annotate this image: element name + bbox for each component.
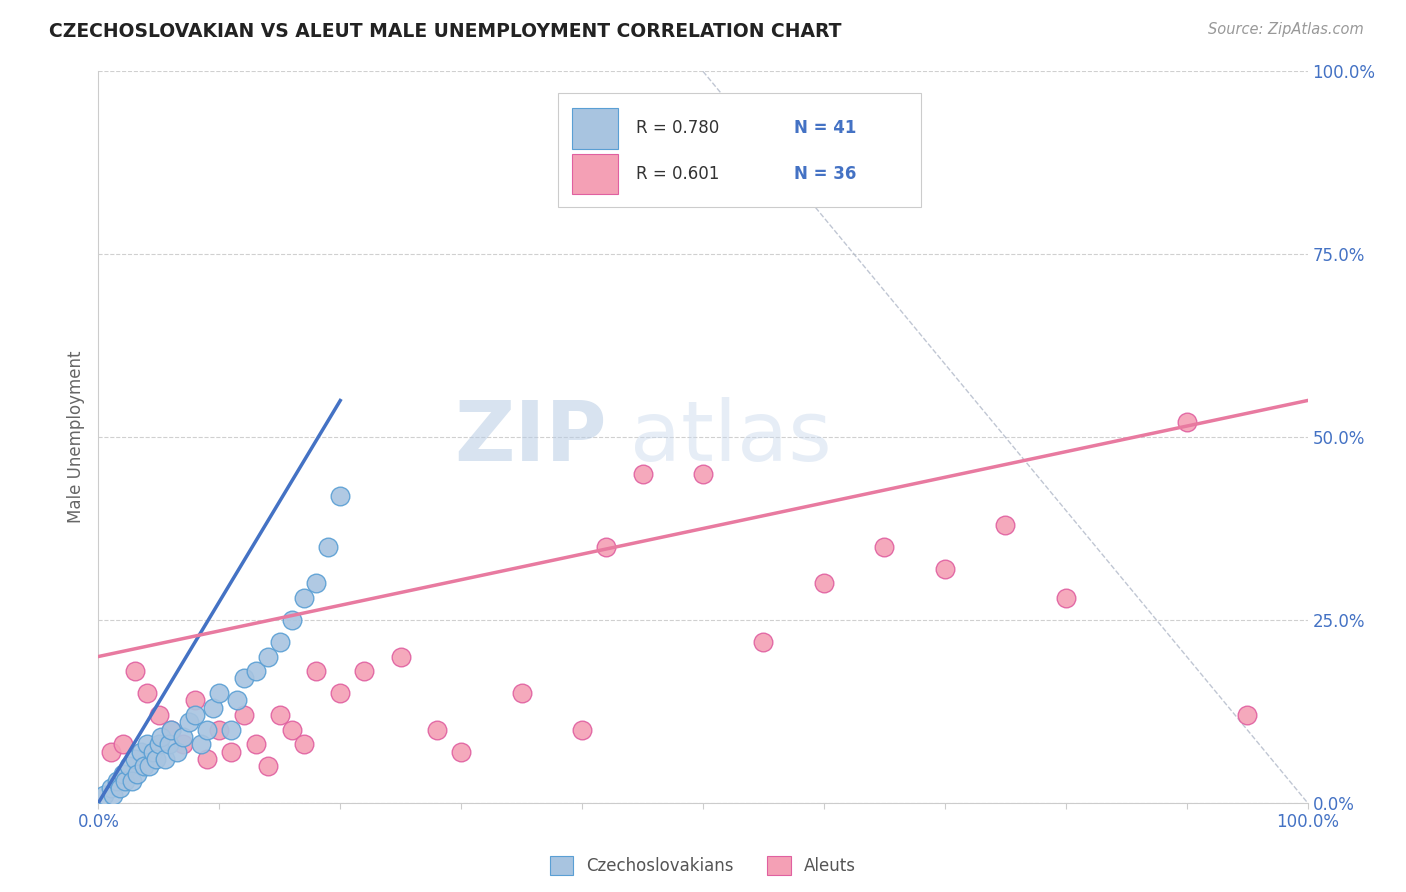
Point: [1175, 416, 1198, 430]
Text: R = 0.601: R = 0.601: [637, 165, 720, 183]
Point: [353, 664, 375, 678]
Point: [226, 693, 249, 707]
Point: [873, 540, 896, 554]
Point: [232, 708, 254, 723]
Point: [232, 672, 254, 686]
Point: [813, 576, 835, 591]
Point: [105, 773, 128, 788]
Point: [138, 759, 160, 773]
Point: [190, 737, 212, 751]
Point: [172, 730, 194, 744]
Point: [195, 723, 218, 737]
Point: [148, 737, 170, 751]
FancyBboxPatch shape: [572, 108, 619, 149]
Point: [121, 773, 143, 788]
Text: Source: ZipAtlas.com: Source: ZipAtlas.com: [1208, 22, 1364, 37]
Point: [150, 730, 173, 744]
Point: [1236, 708, 1258, 723]
Point: [108, 781, 131, 796]
Point: [208, 686, 231, 700]
Point: [127, 766, 149, 780]
Point: [153, 752, 176, 766]
Point: [184, 708, 207, 723]
Point: [281, 723, 304, 737]
Point: [160, 723, 183, 737]
Text: atlas: atlas: [630, 397, 832, 477]
Text: R = 0.780: R = 0.780: [637, 120, 720, 137]
Point: [571, 723, 593, 737]
FancyBboxPatch shape: [558, 94, 921, 207]
Point: [134, 759, 156, 773]
Point: [292, 591, 315, 605]
Point: [934, 562, 956, 576]
Point: [245, 737, 267, 751]
Point: [124, 752, 146, 766]
Point: [135, 737, 157, 751]
Point: [166, 745, 188, 759]
Point: [184, 693, 207, 707]
Point: [145, 752, 167, 766]
Point: [208, 723, 231, 737]
Point: [389, 649, 412, 664]
Point: [142, 745, 165, 759]
Point: [510, 686, 533, 700]
Point: [994, 517, 1017, 532]
Point: [752, 635, 775, 649]
Point: [305, 664, 328, 678]
Text: N = 41: N = 41: [793, 120, 856, 137]
Point: [114, 773, 136, 788]
Point: [329, 489, 352, 503]
Point: [256, 649, 278, 664]
Point: [631, 467, 654, 481]
Legend: Czechoslovakians, Aleuts: Czechoslovakians, Aleuts: [550, 855, 856, 875]
Point: [1054, 591, 1077, 605]
Text: ZIP: ZIP: [454, 397, 606, 477]
Point: [245, 664, 267, 678]
Point: [179, 715, 201, 730]
Point: [316, 540, 339, 554]
Point: [329, 686, 352, 700]
Point: [172, 737, 194, 751]
Point: [111, 737, 134, 751]
Y-axis label: Male Unemployment: Male Unemployment: [67, 351, 86, 524]
Point: [100, 745, 122, 759]
Point: [269, 635, 291, 649]
Point: [269, 708, 291, 723]
Point: [160, 723, 183, 737]
Point: [100, 781, 122, 796]
Point: [118, 759, 141, 773]
Point: [450, 745, 472, 759]
Point: [202, 700, 225, 714]
Point: [426, 723, 449, 737]
Point: [124, 664, 146, 678]
Point: [305, 576, 328, 591]
Point: [292, 737, 315, 751]
Text: CZECHOSLOVAKIAN VS ALEUT MALE UNEMPLOYMENT CORRELATION CHART: CZECHOSLOVAKIAN VS ALEUT MALE UNEMPLOYME…: [49, 22, 842, 41]
Point: [111, 766, 134, 780]
Point: [281, 613, 304, 627]
Point: [256, 759, 278, 773]
Point: [101, 789, 124, 803]
Point: [129, 745, 152, 759]
Point: [595, 540, 617, 554]
FancyBboxPatch shape: [572, 153, 619, 194]
Point: [221, 745, 243, 759]
Point: [195, 752, 218, 766]
Point: [93, 789, 115, 803]
Text: N = 36: N = 36: [793, 165, 856, 183]
Point: [157, 737, 180, 751]
Point: [148, 708, 170, 723]
Point: [221, 723, 243, 737]
Point: [692, 467, 714, 481]
Point: [135, 686, 157, 700]
